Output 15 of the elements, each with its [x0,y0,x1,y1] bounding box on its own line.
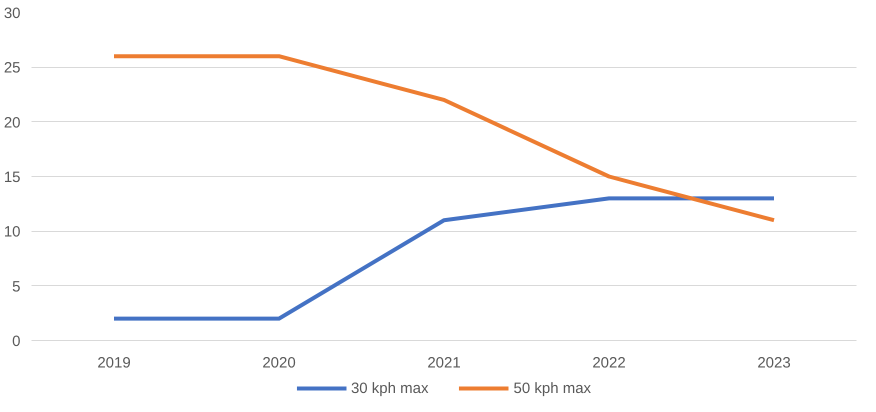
x-tick-label: 2021 [427,354,461,372]
y-tick-label: 0 [12,333,20,350]
x-tick-label: 2019 [97,354,131,372]
y-tick-label: 25 [4,60,21,77]
y-tick-label: 15 [4,169,21,186]
x-tick-label: 2023 [757,354,791,372]
y-tick-label: 20 [4,114,21,132]
legend-label: 50 kph max [514,380,592,396]
line-series [112,54,776,222]
y-tick-label: 30 [4,5,21,22]
x-tick-label: 2022 [592,354,626,372]
x-tick-label: 2020 [262,354,296,372]
y-tick-label: 10 [4,224,21,241]
legend-label: 30 kph max [350,380,428,396]
y-tick-label: 5 [12,278,20,296]
